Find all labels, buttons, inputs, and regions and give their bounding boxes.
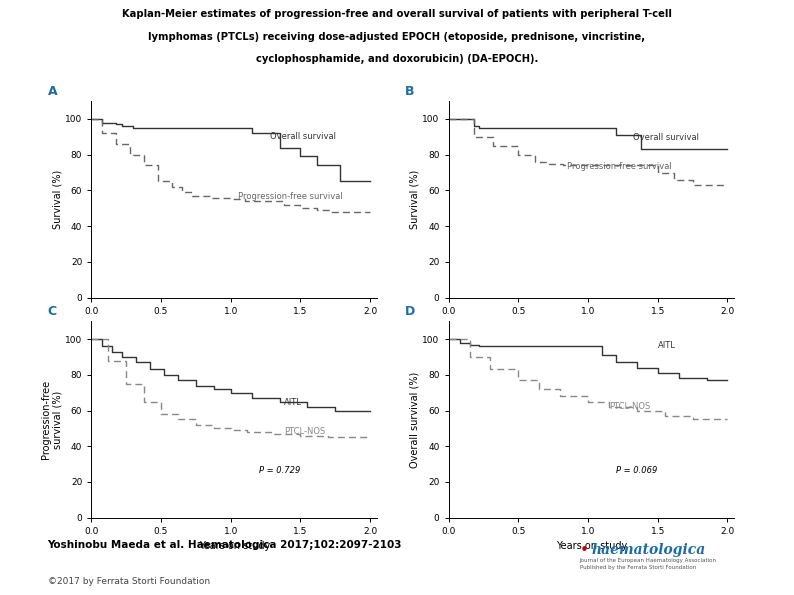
Y-axis label: Overall survival (%): Overall survival (%) bbox=[410, 371, 419, 468]
Text: PTCL-NOS: PTCL-NOS bbox=[283, 427, 325, 436]
Text: Kaplan-Meier estimates of progression-free and overall survival of patients with: Kaplan-Meier estimates of progression-fr… bbox=[122, 9, 672, 19]
Text: P = 0.729: P = 0.729 bbox=[259, 466, 300, 475]
Text: cyclophosphamide, and doxorubicin) (DA-EPOCH).: cyclophosphamide, and doxorubicin) (DA-E… bbox=[256, 54, 538, 64]
X-axis label: Years on study: Years on study bbox=[556, 321, 627, 331]
Text: Yoshinobu Maeda et al. Haematologica 2017;102:2097-2103: Yoshinobu Maeda et al. Haematologica 201… bbox=[48, 540, 402, 550]
Text: Progression-free survival: Progression-free survival bbox=[237, 192, 342, 201]
Text: Overall survival: Overall survival bbox=[633, 133, 699, 142]
Text: Progression-free survival: Progression-free survival bbox=[567, 162, 672, 171]
X-axis label: Years on study: Years on study bbox=[198, 321, 270, 331]
Text: Overall survival: Overall survival bbox=[270, 131, 336, 140]
Text: A: A bbox=[48, 85, 57, 98]
Text: PTCL-NOS: PTCL-NOS bbox=[609, 402, 650, 411]
X-axis label: Years on study: Years on study bbox=[556, 541, 627, 551]
Text: B: B bbox=[405, 85, 414, 98]
Text: AITL: AITL bbox=[283, 398, 302, 407]
Text: AITL: AITL bbox=[657, 341, 676, 350]
Text: C: C bbox=[48, 305, 56, 318]
Y-axis label: Survival (%): Survival (%) bbox=[52, 170, 62, 229]
Text: lymphomas (PTCLs) receiving dose-adjusted EPOCH (etoposide, prednisone, vincrist: lymphomas (PTCLs) receiving dose-adjuste… bbox=[148, 32, 646, 42]
Y-axis label: Survival (%): Survival (%) bbox=[410, 170, 419, 229]
Text: •: • bbox=[580, 543, 588, 558]
Text: ©2017 by Ferrata Storti Foundation: ©2017 by Ferrata Storti Foundation bbox=[48, 577, 210, 586]
Text: Published by the Ferrata Storti Foundation: Published by the Ferrata Storti Foundati… bbox=[580, 565, 696, 570]
Text: Journal of the European Haematology Association: Journal of the European Haematology Asso… bbox=[580, 558, 717, 563]
Text: D: D bbox=[405, 305, 415, 318]
X-axis label: Years on study: Years on study bbox=[198, 541, 270, 551]
Y-axis label: Progression-free
survival (%): Progression-free survival (%) bbox=[40, 380, 62, 459]
Text: P = 0.069: P = 0.069 bbox=[616, 466, 657, 475]
Text: haematologica: haematologica bbox=[592, 543, 706, 557]
